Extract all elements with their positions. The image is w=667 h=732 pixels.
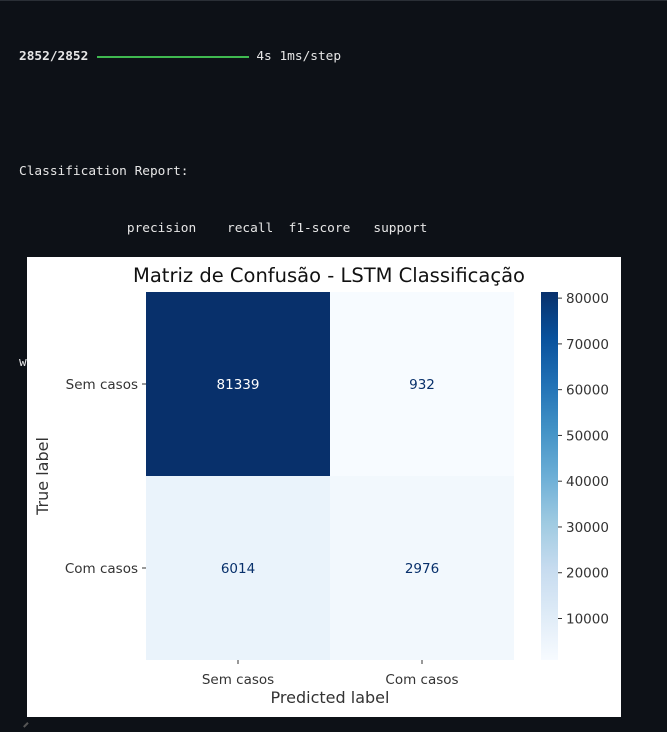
colorbar-tick-label: 30000 — [566, 520, 609, 536]
blank-line — [19, 238, 427, 257]
confusion-matrix-chart: Matriz de Confusão - LSTM Classificação 8… — [33, 264, 609, 707]
colorbar-tick-label: 80000 — [566, 291, 609, 307]
progress-time: 4s 1ms/step — [256, 49, 342, 65]
report-title: Classification Report: — [19, 163, 189, 179]
colorbar-tick-label: 60000 — [566, 383, 609, 399]
cell-value-label: 81339 — [217, 377, 260, 393]
colorbar-tick-label: 10000 — [566, 611, 609, 627]
y-tick-label: Com casos — [65, 561, 138, 577]
colorbar-tick-label: 50000 — [566, 428, 609, 444]
colorbar-tick-label: 20000 — [566, 566, 609, 582]
y-tick-label: Sem casos — [66, 377, 138, 393]
cell-value-label: 932 — [409, 377, 435, 393]
colorbar-tick-label: 40000 — [566, 474, 609, 490]
y-axis-label: True label — [33, 437, 52, 516]
report-header: precision recall f1-score support — [19, 221, 428, 237]
cell-value-label: 2976 — [405, 561, 439, 577]
x-tick-label: Sem casos — [202, 672, 274, 688]
chart-title: Matriz de Confusão - LSTM Classificação — [133, 264, 525, 287]
colorbar-tick-label: 70000 — [566, 337, 609, 353]
matrix-cell — [330, 476, 514, 660]
progress-bar-fill — [97, 55, 250, 58]
resize-handle — [23, 722, 33, 732]
cell-value-label: 6014 — [221, 561, 255, 577]
colorbar — [541, 292, 558, 660]
progress-line: 2852/2852 4s 1ms/step — [19, 47, 427, 66]
confusion-matrix-figure: Matriz de Confusão - LSTM Classificação 8… — [27, 257, 621, 717]
blank-line — [19, 104, 427, 123]
matrix-cell — [146, 476, 330, 660]
progress-bar — [97, 55, 250, 58]
x-axis-label: Predicted label — [271, 688, 390, 707]
progress-count: 2852/2852 — [19, 49, 89, 65]
top-divider — [0, 0, 667, 1]
matrix-cell — [330, 292, 514, 476]
matrix-cell — [146, 292, 330, 476]
x-tick-label: Com casos — [385, 672, 458, 688]
